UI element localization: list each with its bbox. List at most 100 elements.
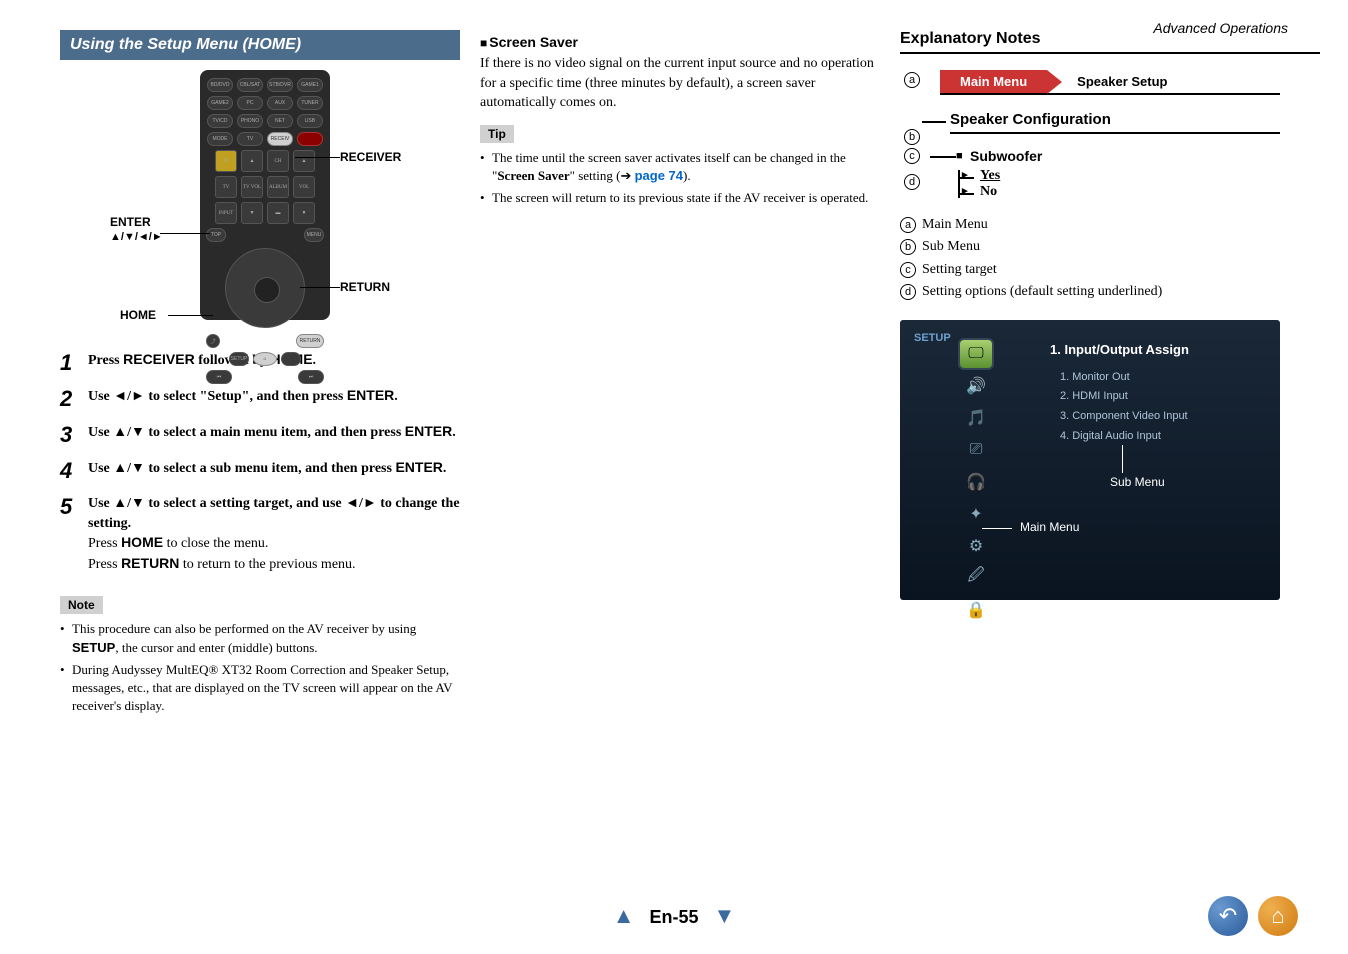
legend-mark: b <box>900 239 916 255</box>
step-text: Use ◄/► to select "Setup", and then pres… <box>88 386 398 412</box>
t: RECEIVER <box>123 351 195 367</box>
prev-page-icon[interactable]: ▲ <box>613 903 635 928</box>
remote-diagram: BD/DVDCBL/SATSTB/DVRGAME1 GAME2PCAUXTUNE… <box>110 70 410 330</box>
t: Use ▲/▼ to select a setting target, and … <box>88 496 460 531</box>
yes-no-options: Yes No <box>980 168 1320 200</box>
tv-icon: ⚙ <box>960 532 992 560</box>
section-title-bar: Using the Setup Menu (HOME) <box>60 30 460 60</box>
tv-icon: 🔒 <box>960 596 992 624</box>
tv-screenshot: SETUP 🖵 🔊 🎵 ⎚ 🎧 ✦ ⚙ 🖉 🔒 1. Input/Output … <box>900 320 1280 600</box>
tv-sub-item: 1. Monitor Out <box>1060 368 1188 388</box>
tv-icon-column: 🖵 🔊 🎵 ⎚ 🎧 ✦ ⚙ 🖉 🔒 <box>960 340 1000 628</box>
legend-text: Setting target <box>922 262 997 277</box>
step-3: 3 Use ▲/▼ to select a main menu item, an… <box>60 422 460 448</box>
circled-b: b <box>904 129 920 145</box>
label-home: HOME <box>120 308 156 322</box>
t: Press <box>88 536 121 551</box>
t: to close the menu. <box>163 536 268 551</box>
page-number: En-55 <box>649 907 698 927</box>
tv-icon: ⎚ <box>960 436 992 464</box>
step-2: 2 Use ◄/► to select "Setup", and then pr… <box>60 386 460 412</box>
t: Use ◄/► to select "Setup", and then pres… <box>88 389 347 404</box>
section-header: Advanced Operations <box>1153 20 1288 36</box>
hr <box>950 132 1280 134</box>
t: . <box>443 461 447 476</box>
remote-body: BD/DVDCBL/SATSTB/DVRGAME1 GAME2PCAUXTUNE… <box>200 70 330 320</box>
t: . <box>452 425 456 440</box>
step-text: Use ▲/▼ to select a main menu item, and … <box>88 422 456 448</box>
tv-sub-list: 1. Monitor Out 2. HDMI Input 3. Componen… <box>1060 368 1188 447</box>
screen-saver-body: If there is no video signal on the curre… <box>480 54 880 113</box>
legend-text: Setting options (default setting underli… <box>922 284 1162 299</box>
step-num: 2 <box>60 386 88 412</box>
tip-item: The time until the screen saver activate… <box>480 149 880 185</box>
page-link[interactable]: page 74 <box>635 168 683 183</box>
column-2: Screen Saver If there is no video signal… <box>480 30 880 719</box>
legend-mark: a <box>900 217 916 233</box>
subwoofer-label: Subwoofer <box>970 148 1320 164</box>
t: Use ▲/▼ to select a sub menu item, and t… <box>88 461 395 476</box>
label-return: RETURN <box>340 280 390 294</box>
tv-setup-label: SETUP <box>914 332 951 344</box>
step-num: 5 <box>60 494 88 574</box>
t: to return to the previous menu. <box>179 557 355 572</box>
tv-icon: 🔊 <box>960 372 992 400</box>
tip-label: Tip <box>480 125 514 143</box>
tv-icon: ✦ <box>960 500 992 528</box>
back-icon[interactable]: ↶ <box>1208 896 1248 936</box>
column-1: Using the Setup Menu (HOME) BD/DVDCBL/SA… <box>60 30 460 719</box>
t: Subwoofer <box>970 148 1042 164</box>
tab-row: Main Menu Speaker Setup <box>940 70 1320 93</box>
legend-mark: d <box>900 284 916 300</box>
label-receiver: RECEIVER <box>340 150 401 164</box>
circled-d: d <box>904 174 920 190</box>
tv-icon: 🎧 <box>960 468 992 496</box>
option-yes: Yes <box>980 168 1000 183</box>
step-text: Use ▲/▼ to select a sub menu item, and t… <box>88 458 446 484</box>
tv-icon: 🎵 <box>960 404 992 432</box>
note-list: This procedure can also be performed on … <box>60 620 460 715</box>
legend-mark: c <box>900 262 916 278</box>
tv-callout-main: Main Menu <box>1020 520 1079 534</box>
hr <box>900 52 1320 54</box>
step-4: 4 Use ▲/▼ to select a sub menu item, and… <box>60 458 460 484</box>
t: , the cursor and enter (middle) buttons. <box>115 640 317 655</box>
tv-sub-item: 3. Component Video Input <box>1060 407 1188 427</box>
t: ENTER <box>405 423 452 439</box>
column-3: Explanatory Notes a Main Menu Speaker Se… <box>900 30 1320 719</box>
t: ENTER <box>395 459 442 475</box>
page-footer: ▲ En-55 ▼ <box>0 903 1348 929</box>
t: HOME <box>121 534 163 550</box>
t: . <box>394 389 398 404</box>
t: Use ▲/▼ to select a main menu item, and … <box>88 425 405 440</box>
t: Press <box>88 353 123 368</box>
label-enter: ENTER ▲/▼/◄/► <box>110 215 163 243</box>
option-no: No <box>980 184 997 199</box>
t: SETUP <box>72 640 115 655</box>
next-page-icon[interactable]: ▼ <box>714 903 736 928</box>
t: RETURN <box>121 555 179 571</box>
footer-nav-icons: ↶ ⌂ <box>1208 896 1298 936</box>
tab-speaker-setup: Speaker Setup <box>1047 70 1187 93</box>
home-icon[interactable]: ⌂ <box>1258 896 1298 936</box>
circled-a: a <box>904 72 920 88</box>
tip-list: The time until the screen saver activate… <box>480 149 880 208</box>
config-title: Speaker Configuration <box>950 111 1320 128</box>
tv-sub-item: 4. Digital Audio Input <box>1060 427 1188 447</box>
circled-c: c <box>904 148 920 164</box>
label-enter-text: ENTER <box>110 215 151 229</box>
t: This procedure can also be performed on … <box>72 621 416 636</box>
note-item: This procedure can also be performed on … <box>60 620 460 656</box>
tip-item: The screen will return to its previous s… <box>480 189 880 207</box>
tab-main-menu: Main Menu <box>940 70 1047 93</box>
tv-icon: 🖵 <box>960 340 992 368</box>
legend-text: Main Menu <box>922 217 988 232</box>
legend-text: Sub Menu <box>922 239 980 254</box>
step-num: 1 <box>60 350 88 376</box>
tv-main-title: 1. Input/Output Assign <box>1050 342 1189 357</box>
t: ENTER <box>347 387 394 403</box>
t: Screen Saver <box>497 168 569 183</box>
legend: a Main Menu b Sub Menu c Setting target d Se… <box>900 214 1320 304</box>
note-item: During Audyssey MultEQ® XT32 Room Correc… <box>60 661 460 716</box>
t: ). <box>683 168 691 183</box>
